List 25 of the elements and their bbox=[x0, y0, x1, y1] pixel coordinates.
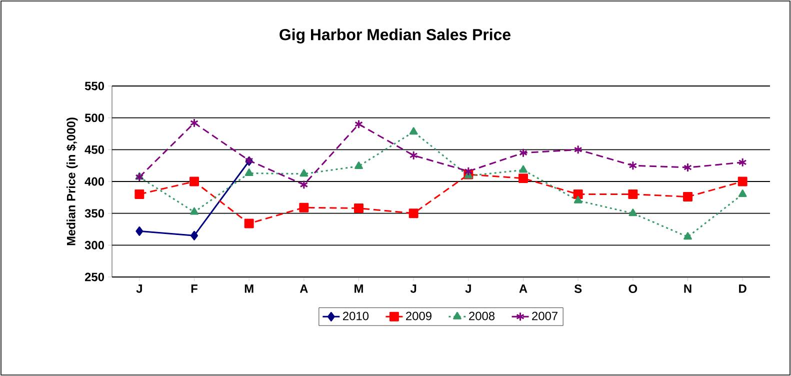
chart-title: Gig Harbor Median Sales Price bbox=[280, 28, 510, 44]
y-axis-title: Median Price (in $,000) bbox=[66, 118, 78, 246]
x-tick-label: M bbox=[244, 284, 254, 293]
x-tick-label: M bbox=[354, 284, 363, 293]
x-tick-label: F bbox=[191, 284, 198, 293]
y-tick-label: 550 bbox=[84, 82, 104, 90]
legend-label: 2010 bbox=[343, 312, 369, 320]
y-tick-label: 450 bbox=[84, 145, 104, 154]
x-tick-label: O bbox=[628, 284, 638, 293]
y-tick-label: 500 bbox=[84, 114, 104, 122]
x-tick-label: N bbox=[684, 284, 692, 293]
x-tick-label: S bbox=[574, 284, 582, 293]
x-tick-label: J bbox=[410, 284, 416, 293]
y-tick-label: 350 bbox=[84, 209, 104, 218]
y-tick-label: 400 bbox=[84, 177, 104, 186]
x-tick-label: D bbox=[739, 284, 746, 293]
x-tick-label: A bbox=[300, 284, 308, 293]
x-tick-label: J bbox=[465, 284, 471, 293]
y-tick-label: 300 bbox=[84, 240, 104, 250]
y-tick-label: 250 bbox=[84, 272, 104, 282]
legend-label: 2007 bbox=[532, 312, 558, 320]
legend-label: 2008 bbox=[469, 312, 495, 320]
legend-label: 2009 bbox=[406, 312, 432, 320]
x-tick-label: A bbox=[519, 284, 528, 293]
x-tick-label: J bbox=[136, 284, 142, 293]
